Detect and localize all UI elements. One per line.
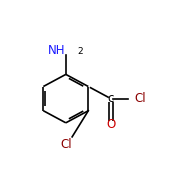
Text: 2: 2 [77,47,83,56]
Text: NH: NH [47,44,65,57]
Text: Cl: Cl [134,92,146,105]
Text: Cl: Cl [60,138,72,151]
Text: c: c [108,92,114,105]
Text: O: O [106,118,115,131]
